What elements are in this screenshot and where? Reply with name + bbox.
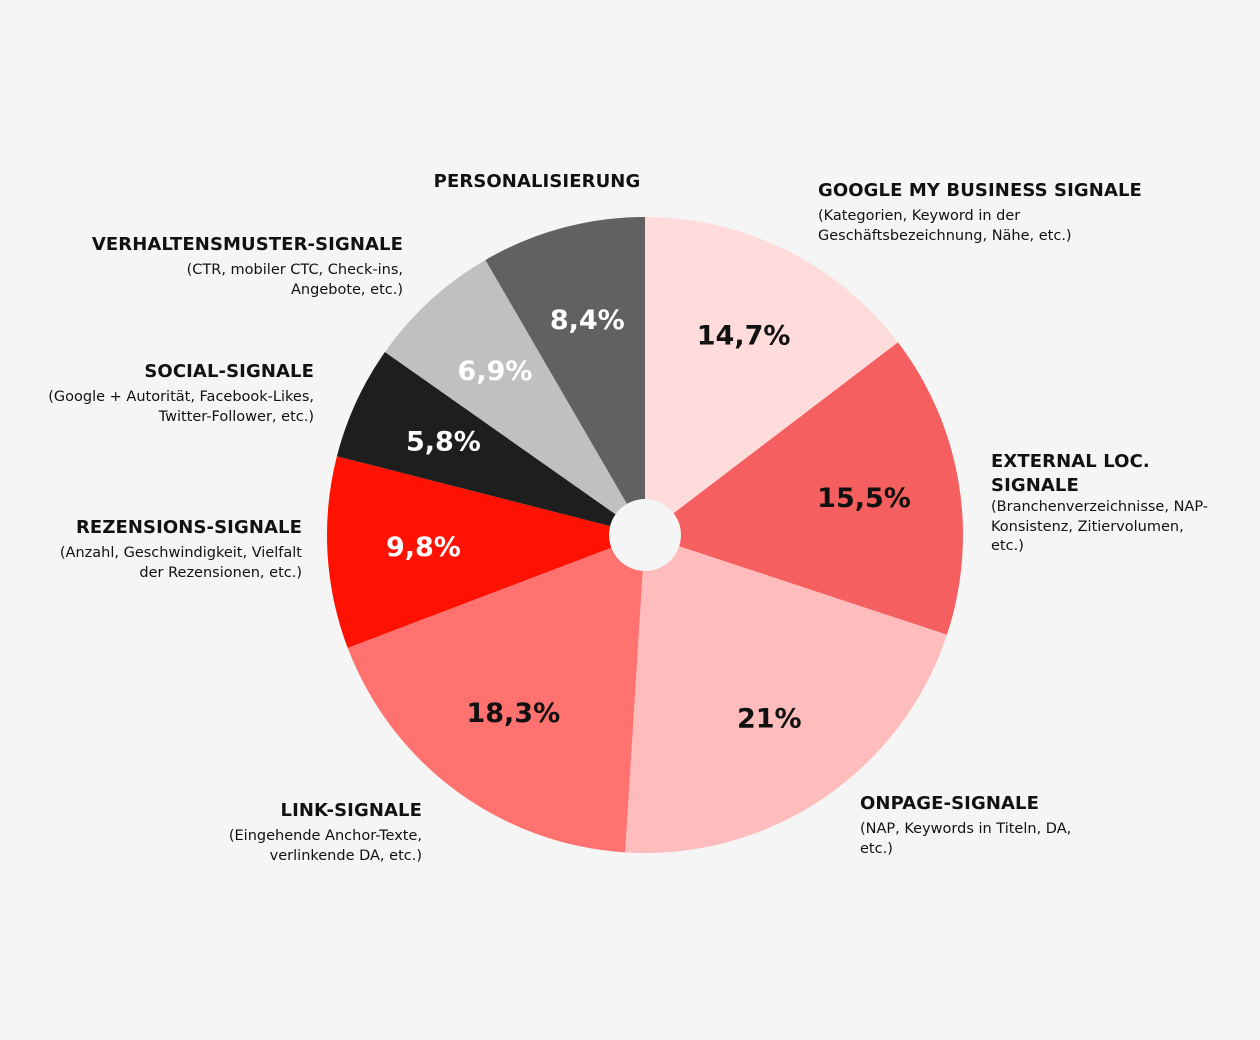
category-title: LINK-SIGNALE [280,800,422,821]
category-label-social: SOCIAL-SIGNALE (Google + Autorität, Face… [30,360,314,427]
category-label-rezensions: REZENSIONS-SIGNALE (Anzahl, Geschwindigk… [42,516,302,583]
category-title: ONPAGE-SIGNALE [860,793,1039,814]
category-description: (Google + Autorität, Facebook-Likes, Twi… [48,389,314,425]
pie-slice [347,535,645,853]
slice-value-label: 18,3% [466,698,560,729]
pie-slice [326,456,645,648]
category-label-link: LINK-SIGNALE (Eingehende Anchor-Texte, v… [190,799,422,866]
pie-slice [645,217,898,535]
category-label-google-my-business: GOOGLE MY BUSINESS SIGNALE (Kategorien, … [818,179,1178,246]
category-label-external-loc: EXTERNAL LOC. SIGNALE (Branchenverzeichn… [991,450,1221,557]
category-description: (Branchenverzeichnisse, NAP-Konsistenz, … [991,499,1208,554]
pie-slice [336,351,645,535]
category-description: (Anzahl, Geschwindigkeit, Vielfalt der R… [59,545,302,581]
category-title: PERSONALISIERUNG [433,171,641,192]
category-label-onpage: ONPAGE-SIGNALE (NAP, Keywords in Titeln,… [860,792,1090,859]
slice-value-label: 9,8% [386,532,461,563]
category-description: (NAP, Keywords in Titeln, DA, etc.) [860,821,1072,857]
category-label-verhaltensmuster: VERHALTENSMUSTER-SIGNALE (CTR, mobiler C… [60,233,403,300]
donut-hole [609,499,681,571]
pie-slices [326,217,963,854]
category-title: VERHALTENSMUSTER-SIGNALE [91,234,403,255]
category-title: REZENSIONS-SIGNALE [75,517,302,538]
slice-value-label: 8,4% [550,305,625,336]
pie-slice [625,535,947,854]
category-title: GOOGLE MY BUSINESS SIGNALE [818,180,1142,201]
category-title: SOCIAL-SIGNALE [144,361,314,382]
pie-slice [645,342,963,635]
category-description: (Eingehende Anchor-Texte, verlinkende DA… [228,828,422,864]
category-label-personalisierung: PERSONALISIERUNG [400,170,674,194]
slice-value-label: 6,9% [458,356,533,387]
slice-value-label: 5,8% [406,427,481,458]
category-description: (Kategorien, Keyword in der Geschäftsbez… [818,208,1072,244]
category-description: (CTR, mobiler CTC, Check-ins, Angebote, … [186,262,403,298]
pie-slice [384,259,645,535]
slice-value-label: 14,7% [697,321,791,352]
slice-value-label: 21% [737,703,802,734]
category-title: EXTERNAL LOC. SIGNALE [991,451,1150,496]
slice-value-label: 15,5% [817,483,911,514]
slice-value-labels: 14,7% 15,5% 21% 18,3% 9,8% 5,8% 6,9% 8,4% [386,305,911,734]
pie-slice [485,217,645,535]
